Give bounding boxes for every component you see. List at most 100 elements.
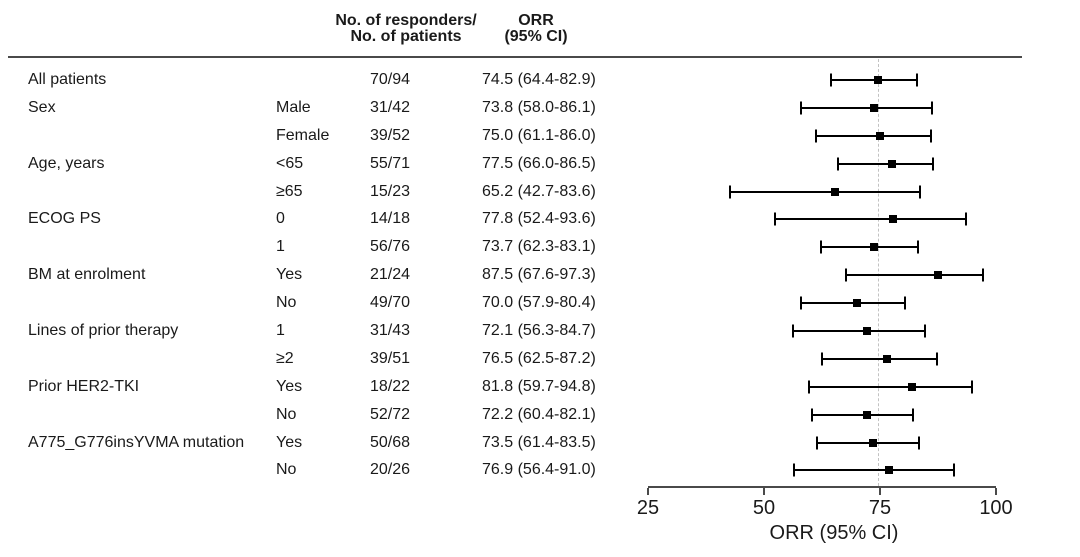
orr-ci-value: 87.5 (67.6-97.3) xyxy=(482,266,596,284)
ci-cap-low xyxy=(799,296,802,310)
ci-cap-high xyxy=(932,157,935,171)
ci-line xyxy=(838,162,934,165)
ci-line xyxy=(775,218,967,221)
ci-line xyxy=(815,134,932,137)
ci-cap-high xyxy=(918,436,921,450)
column-header-counts-line2: No. of patients xyxy=(350,28,462,45)
ci-line xyxy=(822,357,937,360)
counts-value: 20/26 xyxy=(369,461,411,479)
ci-line xyxy=(793,469,955,472)
counts-value: 31/43 xyxy=(369,321,411,339)
forest-row: ≥65 15/23 65.2 (42.7-83.6) xyxy=(0,178,1080,206)
point-estimate-marker xyxy=(888,215,897,224)
point-estimate-marker xyxy=(873,75,882,84)
ci-cap-low xyxy=(792,324,795,338)
subgroup-label: BM at enrolment xyxy=(28,266,146,284)
level-label: Male xyxy=(276,98,311,116)
ci-line xyxy=(793,329,925,332)
column-header-counts: No. of responders/ No. of patients xyxy=(335,13,476,45)
reference-dashed-line xyxy=(877,59,879,486)
axis-tick xyxy=(995,488,997,495)
counts-value: 55/71 xyxy=(369,154,411,172)
level-label: Female xyxy=(276,126,330,144)
forest-rows: All patients 70/94 74.5 (64.4-82.9) Sex … xyxy=(0,66,1080,484)
point-estimate-marker xyxy=(869,243,878,252)
forest-row: Prior HER2-TKI Yes 18/22 81.8 (59.7-94.8… xyxy=(0,373,1080,401)
level-label: No xyxy=(276,294,297,312)
point-estimate-marker xyxy=(884,466,893,475)
point-estimate-marker xyxy=(863,410,871,419)
forest-row: 1 56/76 73.7 (62.3-83.1) xyxy=(0,233,1080,261)
subgroup-label: A775_G776insYVMA mutation xyxy=(28,433,245,451)
forest-row: ≥2 39/51 76.5 (62.5-87.2) xyxy=(0,345,1080,373)
point-estimate-marker xyxy=(882,354,891,363)
ci-cap-high xyxy=(935,352,938,366)
point-estimate-marker xyxy=(869,438,878,447)
level-label: ≥2 xyxy=(276,349,294,367)
forest-row: ECOG PS 0 14/18 77.8 (52.4-93.6) xyxy=(0,205,1080,233)
ci-line xyxy=(730,190,920,193)
ci-cap-high xyxy=(982,268,985,282)
point-estimate-marker xyxy=(852,299,861,308)
ci-cap-low xyxy=(821,352,823,366)
x-axis-line xyxy=(648,486,996,488)
ci-line xyxy=(812,413,913,416)
counts-value: 14/18 xyxy=(369,210,411,228)
ci-line xyxy=(809,385,972,388)
level-label: ≥65 xyxy=(276,182,303,200)
forest-row: No 20/26 76.9 (56.4-91.0) xyxy=(0,456,1080,484)
point-estimate-marker xyxy=(876,131,884,140)
orr-ci-value: 72.1 (56.3-84.7) xyxy=(482,321,596,339)
orr-ci-value: 73.8 (58.0-86.1) xyxy=(482,98,596,116)
counts-value: 39/51 xyxy=(369,349,411,367)
ci-cap-high xyxy=(953,463,956,477)
axis-tick-label: 75 xyxy=(868,497,892,519)
column-header-counts-line1: No. of responders/ xyxy=(335,12,477,29)
ci-cap-low xyxy=(815,436,818,450)
counts-value: 21/24 xyxy=(369,266,411,284)
subgroup-label: ECOG PS xyxy=(28,210,101,228)
forest-row: Female 39/52 75.0 (61.1-86.0) xyxy=(0,122,1080,150)
axis-tick-label: 50 xyxy=(752,497,776,519)
orr-ci-value: 76.5 (62.5-87.2) xyxy=(482,349,596,367)
ci-cap-low xyxy=(844,268,847,282)
ci-cap-high xyxy=(911,408,914,422)
column-header-orr-line2: (95% CI) xyxy=(504,28,568,45)
level-label: No xyxy=(276,405,297,423)
counts-value: 31/42 xyxy=(369,98,411,116)
ci-cap-high xyxy=(965,212,968,226)
subgroup-label: Lines of prior therapy xyxy=(28,321,179,339)
ci-line xyxy=(845,274,984,277)
counts-value: 15/23 xyxy=(369,182,411,200)
ci-cap-high xyxy=(930,129,933,143)
ci-line xyxy=(801,106,932,109)
header-separator-rule xyxy=(8,56,1022,58)
ci-cap-low xyxy=(814,129,817,143)
point-estimate-marker xyxy=(887,159,896,168)
axis-tick-label: 25 xyxy=(636,497,660,519)
forest-row: A775_G776insYVMA mutation Yes 50/68 73.5… xyxy=(0,429,1080,457)
forest-row: BM at enrolment Yes 21/24 87.5 (67.6-97.… xyxy=(0,261,1080,289)
ci-cap-low xyxy=(808,380,810,394)
axis-tick-label: 100 xyxy=(979,497,1013,519)
orr-ci-value: 81.8 (59.7-94.8) xyxy=(482,377,596,395)
ci-cap-low xyxy=(800,101,803,115)
ci-cap-high xyxy=(904,296,907,310)
orr-ci-value: 77.8 (52.4-93.6) xyxy=(482,210,596,228)
counts-value: 70/94 xyxy=(369,70,411,88)
level-label: Yes xyxy=(276,433,303,451)
ci-cap-low xyxy=(811,408,814,422)
point-estimate-marker xyxy=(870,103,879,112)
ci-cap-high xyxy=(970,380,973,394)
forest-row: Sex Male 31/42 73.8 (58.0-86.1) xyxy=(0,94,1080,122)
forest-row: Lines of prior therapy 1 31/43 72.1 (56.… xyxy=(0,317,1080,345)
level-label: 1 xyxy=(276,238,285,256)
ci-cap-high xyxy=(916,240,919,254)
orr-ci-value: 75.0 (61.1-86.0) xyxy=(482,126,596,144)
level-label: Yes xyxy=(276,377,303,395)
level-label: Yes xyxy=(276,266,303,284)
subgroup-label: Sex xyxy=(28,98,56,116)
counts-value: 50/68 xyxy=(369,433,411,451)
ci-cap-low xyxy=(837,157,840,171)
